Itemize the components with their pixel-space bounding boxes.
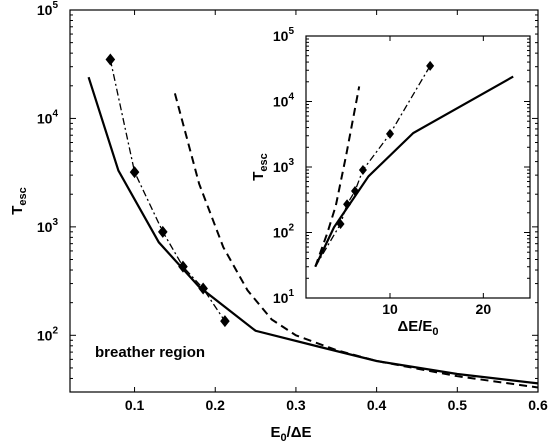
y-tick-label: 103 [273, 157, 295, 175]
inset-y-ticks: 101 102 103 104 105 [273, 26, 530, 306]
x-tick-label: 0.4 [367, 397, 387, 413]
solid-series-line [87, 76, 539, 385]
y-tick-label: 102 [273, 223, 295, 241]
dashed-series-line [173, 93, 539, 389]
x-tick-label: 10 [382, 301, 398, 317]
diamond-marker [129, 166, 140, 179]
diamond-marker [343, 199, 352, 210]
y-tick-label: 102 [37, 325, 59, 343]
inset-x-ticks: 10 20 [382, 36, 491, 317]
diamond-marker [178, 260, 188, 273]
x-tick-label: 0.1 [125, 397, 145, 413]
main-y-axis-label: Tesc [9, 187, 29, 215]
x-tick-label: 0.6 [528, 397, 548, 413]
y-tick-label: 103 [37, 217, 59, 235]
main-plot-frame [69, 9, 539, 393]
diamond-marker [336, 218, 345, 229]
inset-chart: 10 20 101 102 103 104 105 ΔE/E0 Tesc [250, 26, 531, 338]
x-tick-label: 0.3 [286, 397, 306, 413]
inset-x-axis-label: ΔE/E0 [397, 318, 438, 338]
y-tick-label: 104 [273, 92, 295, 110]
x-tick-label: 20 [476, 301, 492, 317]
y-tick-label: 104 [37, 108, 59, 126]
inset-series [314, 60, 514, 268]
diamond-marker [157, 225, 168, 238]
solid-series-line [314, 75, 514, 268]
diamond-marker [386, 128, 394, 139]
diamond-marker [220, 315, 230, 328]
x-tick-label: 0.2 [206, 397, 226, 413]
inset-plot-background [306, 36, 530, 298]
y-tick-label: 105 [37, 0, 59, 18]
breather-region-annotation: breather region [95, 344, 205, 361]
main-series [87, 53, 539, 389]
diamond-marker [358, 164, 367, 175]
x-tick-label: 0.5 [448, 397, 468, 413]
main-y-ticks: 102 103 104 105 [37, 0, 538, 379]
y-tick-label: 105 [273, 26, 295, 44]
inset-y-axis-label: Tesc [250, 153, 270, 181]
diamond-marker [351, 186, 359, 197]
dashdot-series-line [109, 59, 226, 322]
diamond-marker [426, 60, 435, 71]
main-x-ticks: 0.1 0.2 0.3 0.4 0.5 0.6 [125, 10, 548, 413]
diamond-marker [198, 282, 208, 295]
main-chart: 0.1 0.2 0.3 0.4 0.5 0.6 102 103 104 105 breather… [9, 0, 548, 444]
diamond-marker [105, 53, 116, 66]
y-tick-label: 101 [273, 288, 295, 306]
main-x-axis-label: E0/ΔE [270, 424, 311, 444]
